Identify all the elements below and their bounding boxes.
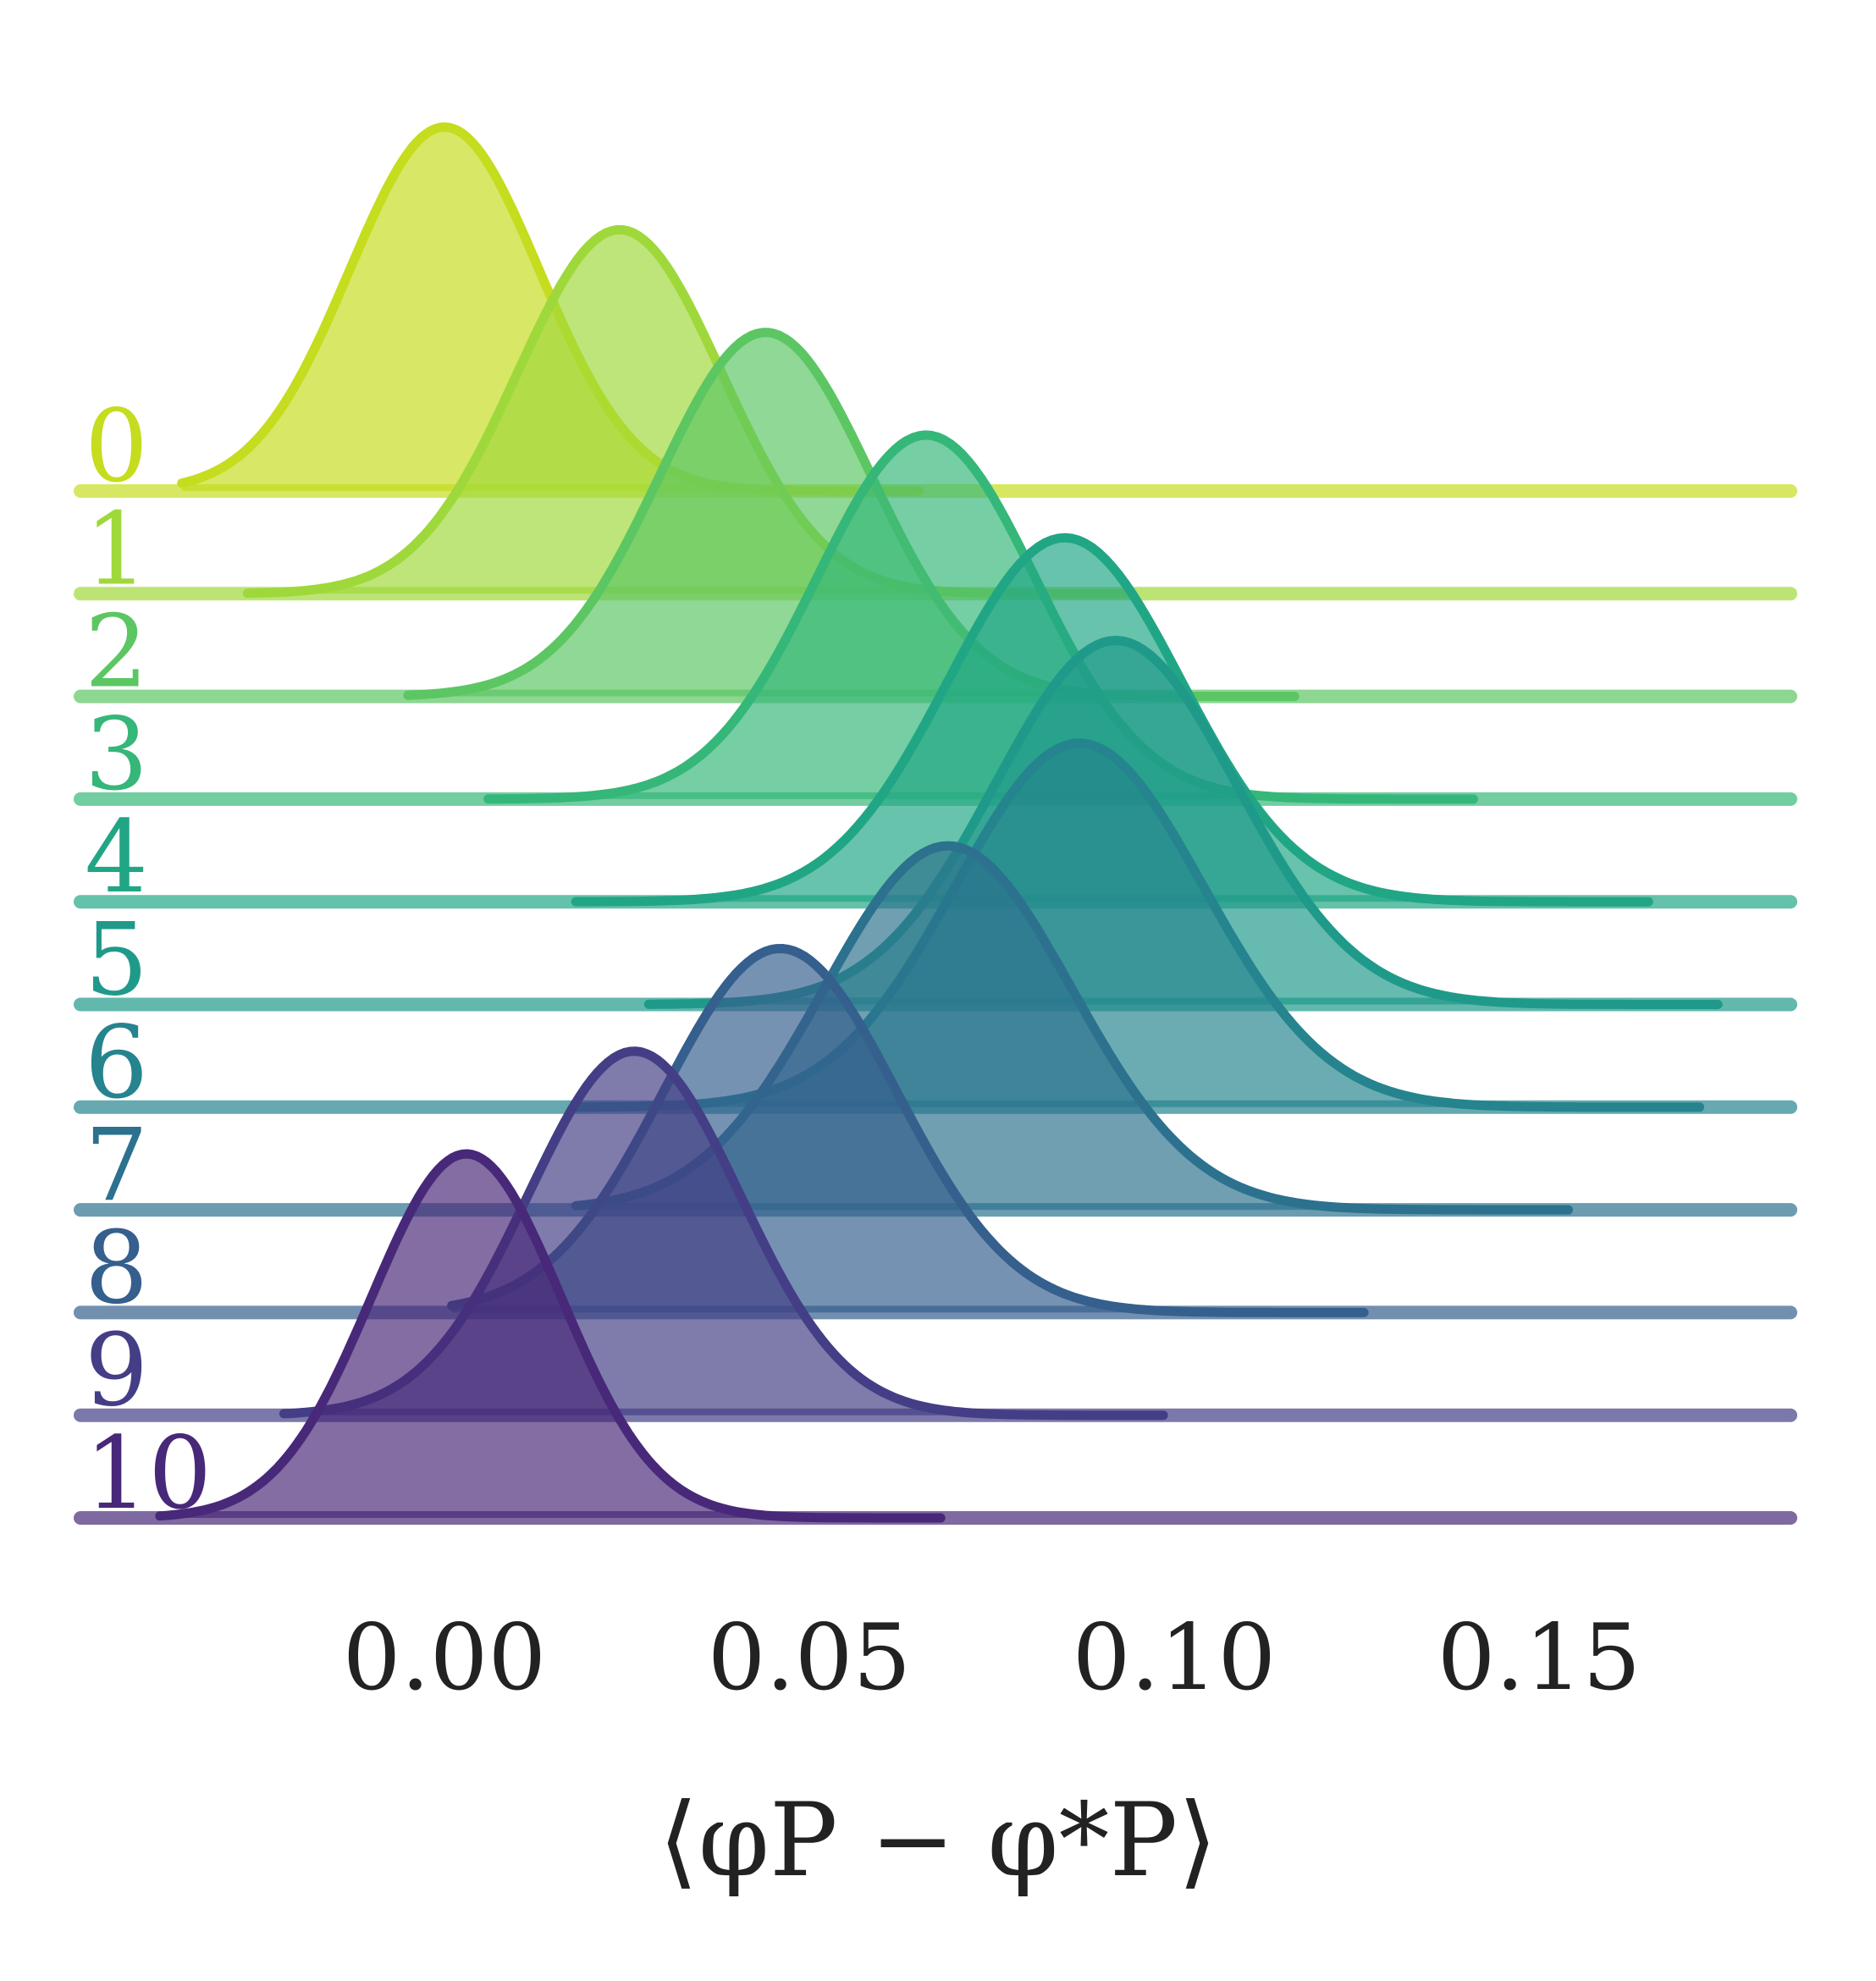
x-tick-label: 0.10 xyxy=(1073,1605,1276,1711)
row-label-1: 1 xyxy=(85,490,148,607)
x-tick-label: 0.05 xyxy=(708,1605,911,1711)
row-label-2: 2 xyxy=(85,593,148,710)
row-label-3: 3 xyxy=(85,696,148,813)
row-label-5: 5 xyxy=(85,902,148,1018)
row-label-7: 7 xyxy=(85,1106,148,1223)
density-fill-6 xyxy=(576,742,1700,1107)
density-curve-4 xyxy=(571,532,1653,907)
density-curve-3 xyxy=(483,430,1478,804)
density-curve-10 xyxy=(155,1149,946,1523)
x-tick-label: 0.15 xyxy=(1437,1605,1641,1711)
row-label-4: 4 xyxy=(85,798,148,915)
ridges-group xyxy=(74,122,1797,1525)
row-label-9: 9 xyxy=(85,1312,148,1429)
row-label-6: 6 xyxy=(85,1004,148,1121)
row-label-8: 8 xyxy=(85,1209,148,1326)
x-tick-label: 0.00 xyxy=(343,1605,546,1711)
row-label-10: 10 xyxy=(85,1415,212,1531)
row-label-0: 0 xyxy=(85,388,148,505)
x-axis-label: ⟨φP − φ*P⟩ xyxy=(659,1782,1217,1900)
x-axis: 0.00 0.05 0.10 0.15 xyxy=(343,1605,1641,1711)
density-fill-10 xyxy=(159,1154,941,1518)
